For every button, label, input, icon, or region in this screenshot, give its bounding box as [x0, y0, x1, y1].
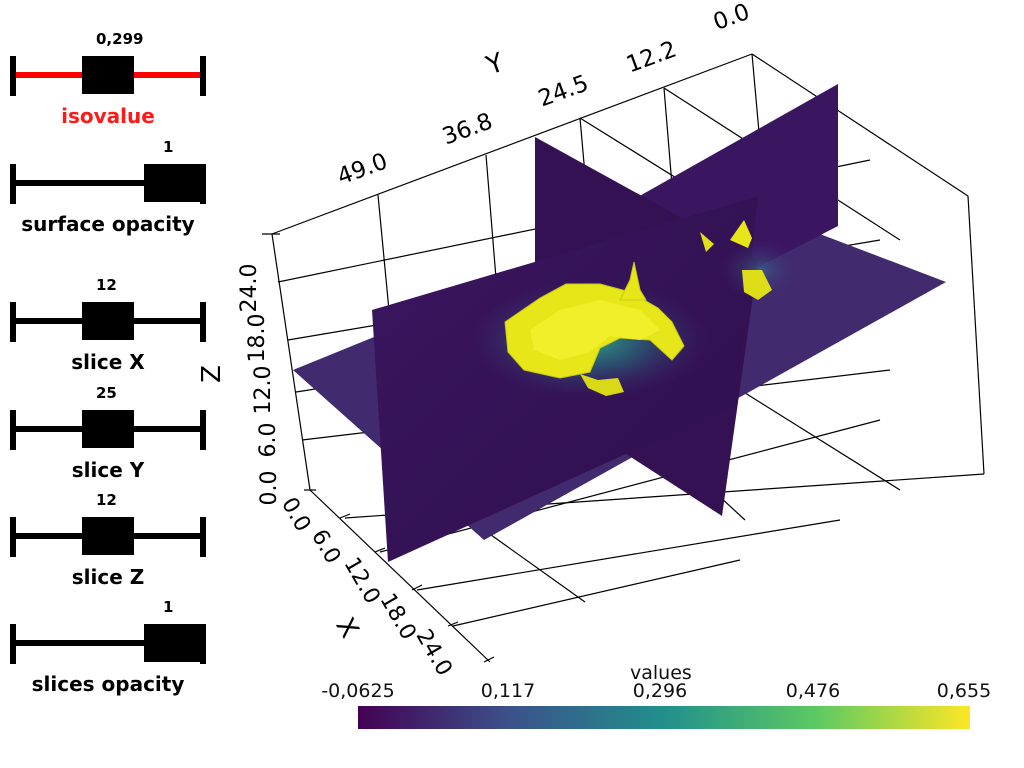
colorbar [358, 706, 970, 729]
slider-end-cap [200, 302, 206, 342]
slider-label: slice Y [71, 458, 145, 482]
z-tick-label: 24.0 [237, 264, 262, 313]
slider-value: 12 [96, 276, 117, 294]
y-tick-label: 0.0 [710, 0, 753, 36]
y-tick-label: 12.2 [623, 36, 680, 78]
slider-handle[interactable] [82, 410, 134, 448]
slider-label: slice X [71, 350, 145, 374]
slider-value: 0,299 [96, 30, 144, 48]
slider-track[interactable] [10, 640, 206, 646]
slider-end-cap [10, 56, 16, 96]
slider-end-cap [200, 517, 206, 557]
isosurface [504, 220, 772, 396]
slider-slices-opacity[interactable]: 1 slices opacity [10, 598, 206, 698]
y-tick-label: 36.8 [439, 108, 496, 150]
z-tick-label: 0.0 [257, 471, 282, 506]
slider-handle[interactable] [82, 517, 134, 555]
colorbar-tick-label: 0,655 [936, 680, 992, 702]
colorbar-title: values [630, 662, 692, 684]
render-viewport[interactable]: 49.036.824.512.20.0Y0.06.012.018.024.0Z0… [0, 0, 1024, 700]
colorbar-tick-label: -0,0625 [321, 680, 395, 702]
slider-handle[interactable] [144, 624, 206, 662]
slider-end-cap [10, 517, 16, 557]
slider-handle[interactable] [82, 302, 134, 340]
slider-handle[interactable] [82, 56, 134, 94]
slider-value: 1 [163, 138, 174, 156]
slider-label: isovalue [61, 104, 155, 128]
colorbar-tick-label: 0,296 [632, 680, 688, 702]
x-axis-title: X [329, 613, 364, 643]
slider-end-cap [200, 56, 206, 96]
slider-end-cap [10, 302, 16, 342]
slider-label: surface opacity [21, 212, 195, 236]
slider-isovalue[interactable]: 0,299 isovalue [10, 30, 206, 130]
slider-slice-x[interactable]: 12 slice X [10, 276, 206, 376]
slider-value: 25 [96, 384, 117, 402]
slider-handle[interactable] [144, 164, 206, 202]
z-tick-label: 12.0 [251, 366, 276, 415]
slider-end-cap [200, 410, 206, 450]
x-tick-label: 24.0 [411, 625, 457, 680]
slider-end-cap [10, 410, 16, 450]
slider-end-cap [10, 624, 16, 664]
slider-end-cap [10, 164, 16, 204]
slider-slice-y[interactable]: 25 slice Y [10, 384, 206, 484]
colorbar-tick-label: 0,476 [785, 680, 841, 702]
z-tick-label: 6.0 [256, 423, 281, 458]
slider-track[interactable] [10, 180, 206, 186]
colorbar-tick-label: 0,117 [480, 680, 536, 702]
y-tick-label: 49.0 [334, 148, 391, 190]
y-axis-title: Y [482, 48, 508, 82]
slider-value: 1 [163, 598, 174, 616]
slider-label: slice Z [71, 565, 145, 589]
z-tick-label: 18.0 [245, 314, 270, 363]
slider-label: slices opacity [31, 672, 185, 696]
slider-slice-z[interactable]: 12 slice Z [10, 491, 206, 591]
y-tick-label: 24.5 [535, 70, 592, 112]
slider-surface-opacity[interactable]: 1 surface opacity [10, 138, 206, 238]
z-axis-title: Z [197, 365, 227, 383]
slider-value: 12 [96, 491, 117, 509]
x-tick-label: 6.0 [306, 525, 345, 568]
